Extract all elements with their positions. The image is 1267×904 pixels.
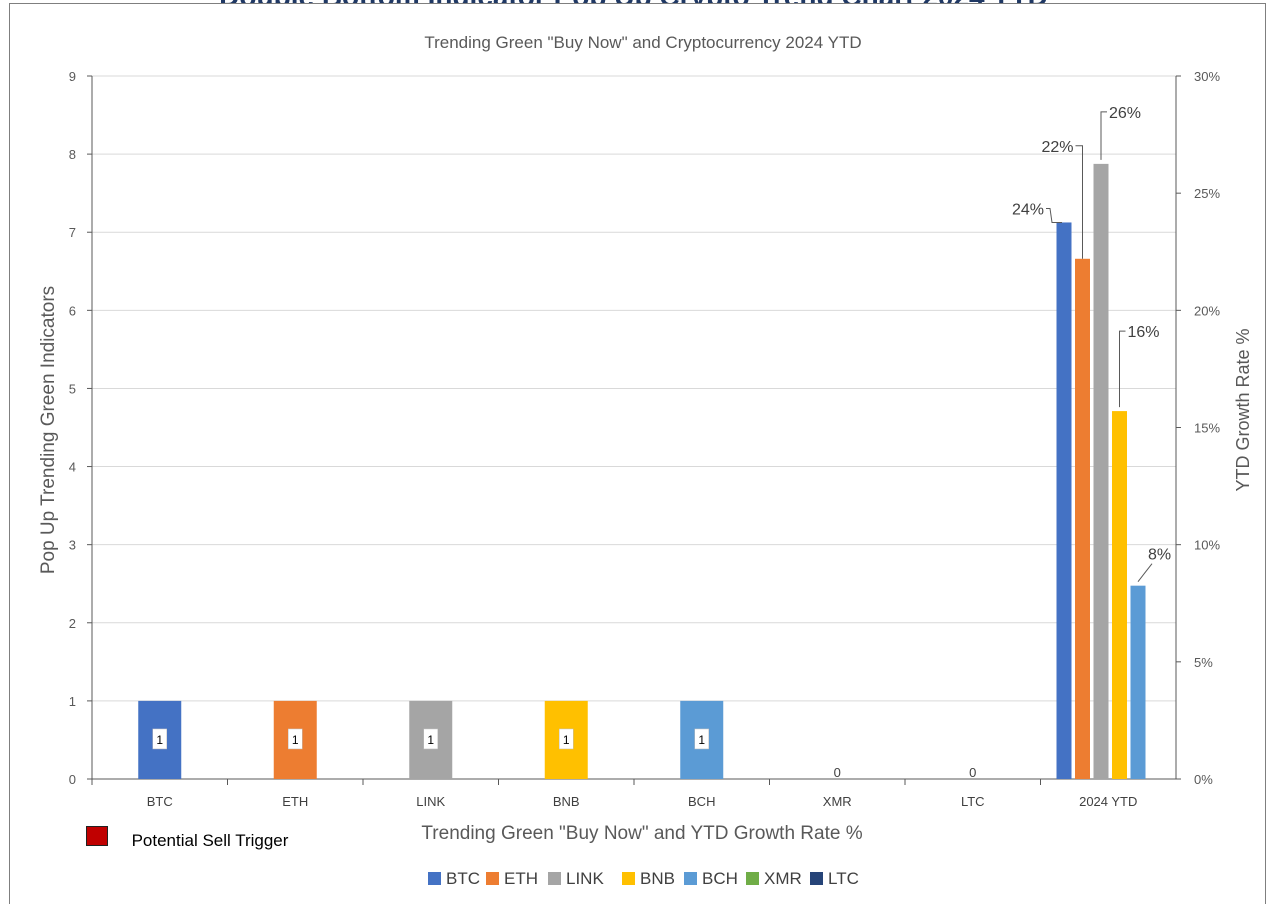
legend-label: BTC: [446, 869, 480, 888]
gridlines: [92, 75, 1176, 780]
data-label: 8%: [1148, 547, 1171, 564]
legend-label: LINK: [566, 869, 604, 888]
x-tick-label: BTC: [147, 794, 173, 809]
legend-swatch-bch: [684, 872, 697, 885]
y-tick-label: 5: [69, 381, 76, 396]
bar-ytd-bnb: [1112, 411, 1127, 779]
legend-label: XMR: [764, 869, 802, 888]
data-label: 1: [427, 733, 434, 747]
y-tick-label: 9: [69, 69, 76, 84]
data-label: 22%: [1041, 139, 1073, 156]
y2-tick-label: 25%: [1194, 186, 1220, 201]
data-label: 16%: [1128, 324, 1160, 341]
y-axis-title: Pop Up Trending Green Indicators: [38, 286, 59, 574]
legend-swatch-bnb: [622, 872, 635, 885]
y-tick-label: 7: [69, 225, 76, 240]
data-label: 1: [698, 733, 705, 747]
legend-swatch-btc: [428, 872, 441, 885]
legend-label: BNB: [640, 869, 675, 888]
bars: [138, 163, 1146, 780]
y-tick-label: 1: [69, 694, 76, 709]
legend-swatch-xmr: [746, 872, 759, 885]
x-tick-label: BCH: [688, 794, 715, 809]
data-label: 26%: [1109, 105, 1141, 122]
axes: 0 1 2 3 4 5 6 7 8 9 0% 5% 10% 15% 20% 25% 30% BTC ETH LINK B…: [69, 69, 1221, 809]
legend-swatch-eth: [486, 872, 499, 885]
y-tick-label: 3: [69, 538, 76, 553]
data-label-leader: [1046, 207, 1062, 223]
y2-tick-label: 5%: [1194, 655, 1213, 670]
data-label-box: [152, 728, 167, 750]
bar-ytd-bch: [1130, 585, 1146, 779]
x-axis-title: Trending Green "Buy Now" and YTD Growth …: [421, 823, 862, 844]
data-label: 0: [834, 765, 841, 780]
legend-swatch-ltc: [810, 872, 823, 885]
legend-label: LTC: [828, 869, 859, 888]
y2-tick-label: 15%: [1194, 421, 1220, 436]
legend-label: BCH: [702, 869, 738, 888]
data-label-box: [559, 728, 574, 750]
data-label-box: [423, 728, 438, 750]
y-tick-label: 6: [69, 303, 76, 318]
x-tick-label: ETH: [282, 794, 308, 809]
y-tick-label: 8: [69, 147, 76, 162]
y2-tick-label: 10%: [1194, 538, 1220, 553]
y-tick-label: 2: [69, 616, 76, 631]
sell-trigger-swatch: [86, 826, 108, 846]
data-label: 1: [563, 733, 570, 747]
data-label-box: [694, 728, 709, 750]
data-labels: 1 1 1 1 1 0 0 24% 22% 26% 16% 8%: [152, 105, 1171, 780]
data-label-leader: [1137, 563, 1153, 582]
data-label: 1: [156, 733, 163, 747]
y2-axis-title: YTD Growth Rate %: [1233, 328, 1253, 491]
y-tick-label: 4: [69, 460, 76, 475]
data-label-box: [288, 728, 303, 750]
data-label-leader: [1100, 111, 1107, 160]
y2-tick-label: 30%: [1194, 69, 1220, 84]
legend-swatch-link: [548, 872, 561, 885]
y2-tick-label: 20%: [1194, 303, 1220, 318]
x-tick-label: BNB: [553, 794, 580, 809]
legend: BTC ETH LINK BNB BCH XMR LTC: [428, 869, 859, 888]
data-label: 0: [969, 765, 976, 780]
y-tick-label: 0: [69, 772, 76, 787]
y2-tick-label: 0%: [1194, 772, 1213, 787]
x-tick-label: 2024 YTD: [1079, 794, 1137, 809]
legend-label: ETH: [504, 869, 538, 888]
data-label-leader: [1075, 145, 1083, 259]
chart-title: Trending Green "Buy Now" and Cryptocurre…: [424, 33, 861, 52]
x-tick-label: XMR: [823, 794, 852, 809]
bar-ytd-eth: [1075, 258, 1090, 779]
data-label-leader: [1119, 330, 1126, 408]
data-label: 24%: [1012, 201, 1044, 218]
bar-ytd-btc: [1056, 222, 1072, 780]
bar-ytd-link: [1093, 163, 1109, 779]
x-tick-label: LTC: [961, 794, 985, 809]
x-tick-label: LINK: [416, 794, 445, 809]
sell-trigger-label: Potential Sell Trigger: [131, 831, 289, 850]
data-label: 1: [292, 733, 299, 747]
